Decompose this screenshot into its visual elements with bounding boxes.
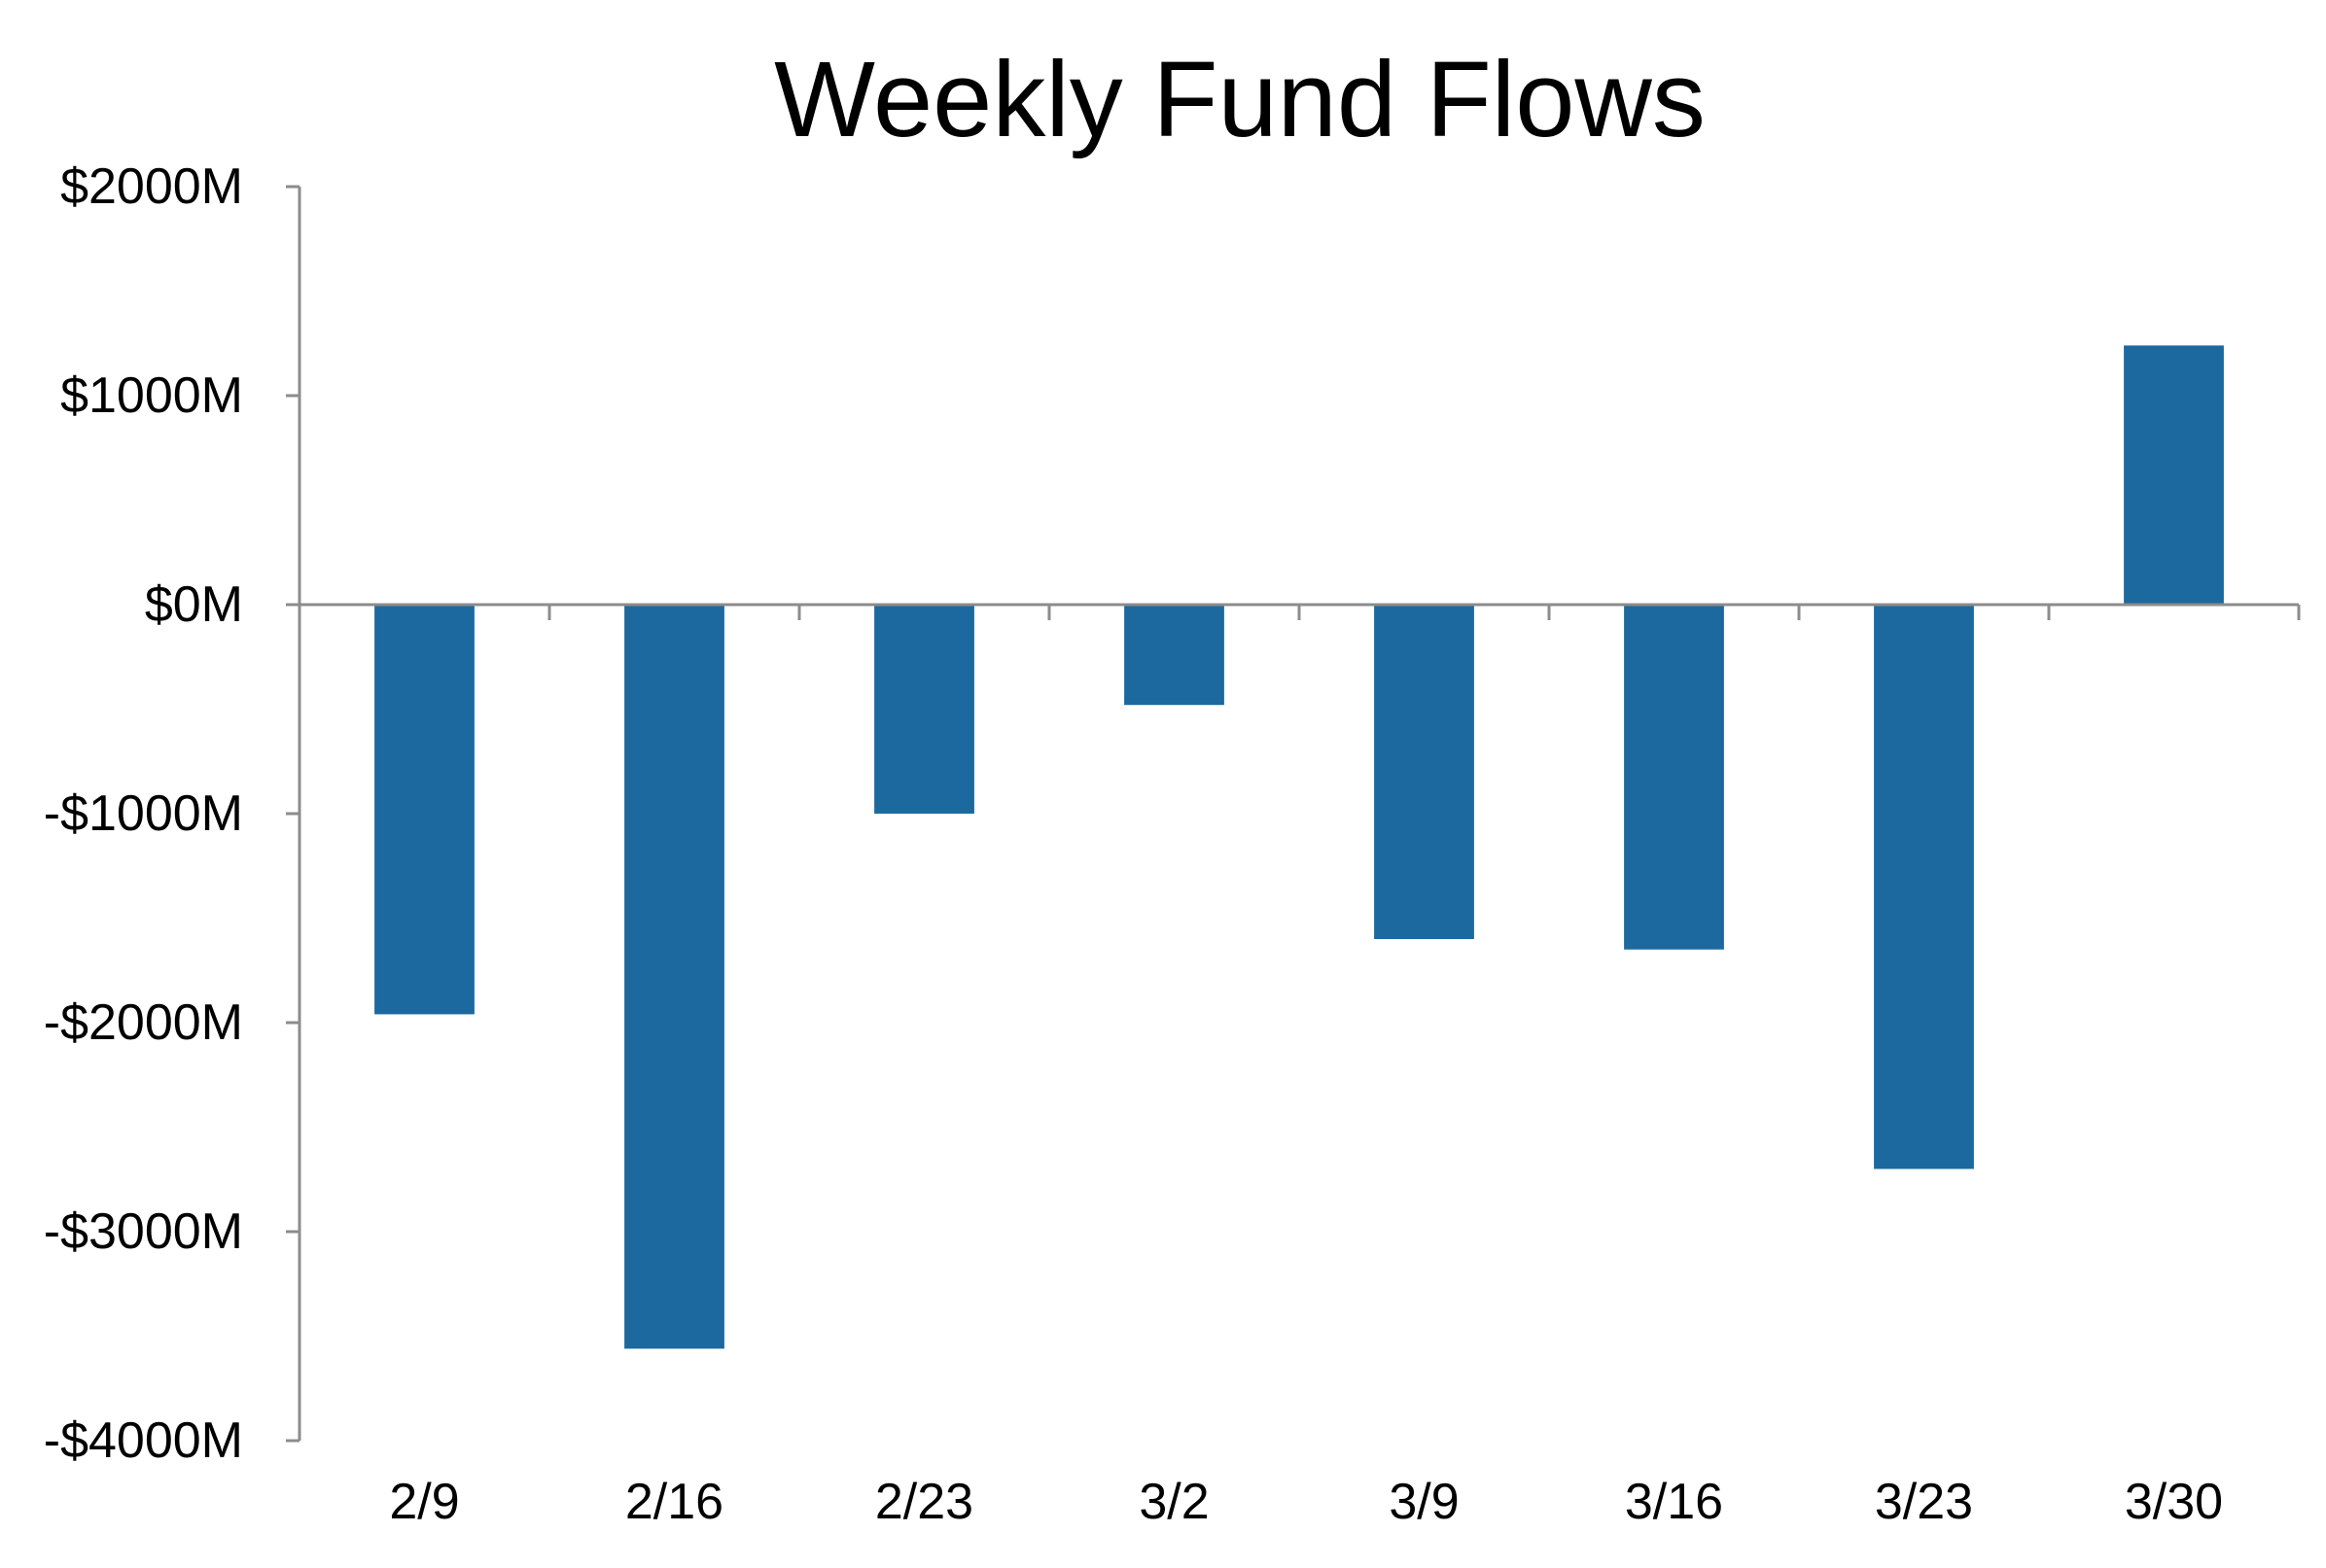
bar-2-9 xyxy=(374,605,475,1015)
bar-3-2 xyxy=(1124,605,1224,706)
x-tick-label: 2/16 xyxy=(625,1474,723,1530)
x-tick-label: 3/16 xyxy=(1625,1474,1723,1530)
bar-3-16 xyxy=(1624,605,1724,950)
x-axis: 2/9 2/16 2/23 3/2 3/9 3/16 3/23 3/30 xyxy=(298,605,2301,1530)
x-tick-label: 2/9 xyxy=(389,1474,459,1530)
y-tick-label: -$3000M xyxy=(44,1203,243,1260)
chart-title: Weekly Fund Flows xyxy=(774,40,1706,159)
x-tick-label: 3/23 xyxy=(1875,1474,1973,1530)
bar-3-30 xyxy=(2124,345,2224,605)
x-tick-label: 3/2 xyxy=(1139,1474,1209,1530)
bar-2-23 xyxy=(874,605,974,814)
bars-layer xyxy=(374,345,2224,1349)
y-tick-label: -$4000M xyxy=(44,1412,243,1469)
x-tick-label: 3/30 xyxy=(2125,1474,2223,1530)
x-tick-label: 3/9 xyxy=(1389,1474,1459,1530)
bar-3-23 xyxy=(1874,605,1974,1169)
bar-2-16 xyxy=(624,605,724,1349)
y-tick-label: $1000M xyxy=(60,367,243,424)
y-tick-label: $2000M xyxy=(60,158,243,215)
x-tick-label: 2/23 xyxy=(875,1474,973,1530)
y-tick-label: -$2000M xyxy=(44,994,243,1051)
bar-3-9 xyxy=(1374,605,1474,939)
y-tick-label: $0M xyxy=(145,576,243,633)
y-tick-label: -$1000M xyxy=(44,785,243,842)
axes-layer xyxy=(298,187,2299,1441)
y-axis: $2000M $1000M $0M -$1000M -$2000M -$3000M -$40… xyxy=(44,158,300,1469)
